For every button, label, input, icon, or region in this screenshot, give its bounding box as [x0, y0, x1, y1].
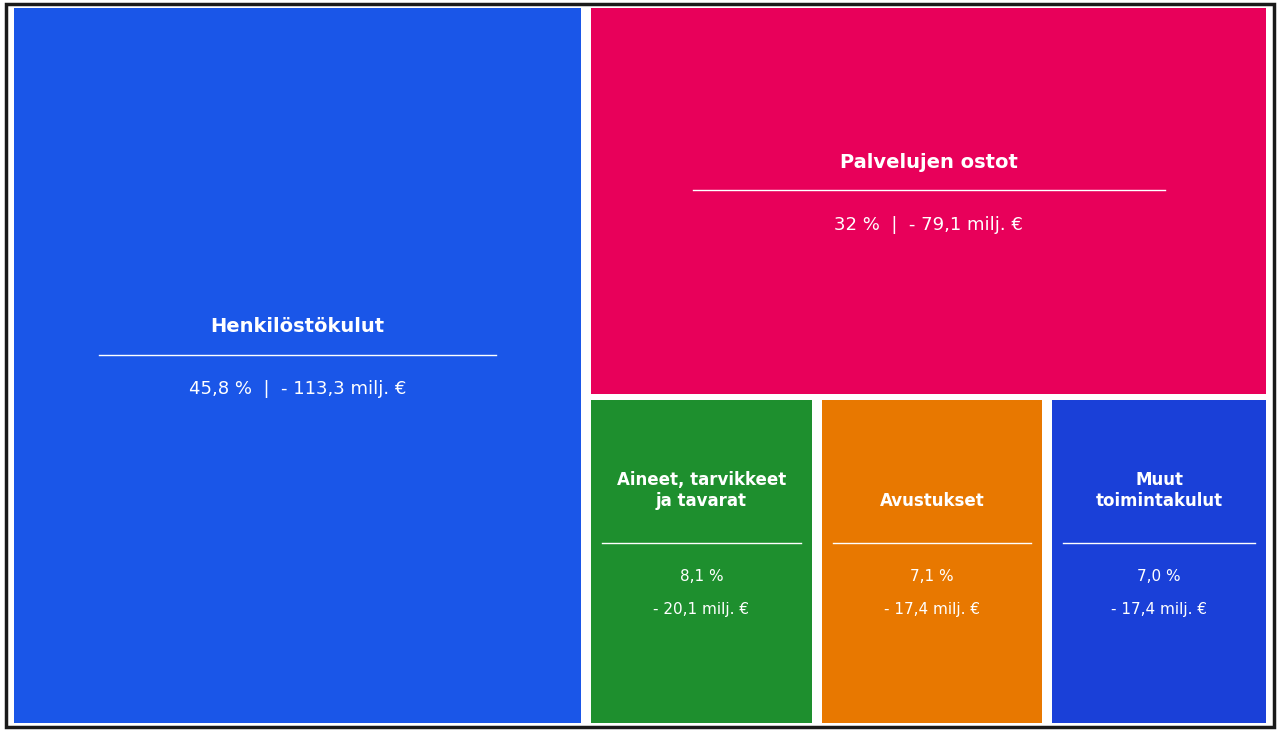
Bar [591, 8, 1266, 394]
Bar [822, 400, 1042, 723]
Bar [14, 8, 581, 723]
Text: Aineet, tarvikkeet
ja tavarat: Aineet, tarvikkeet ja tavarat [617, 471, 786, 510]
Text: 7,0 %: 7,0 % [1137, 569, 1181, 584]
Text: - 17,4 milj. €: - 17,4 milj. € [1111, 602, 1207, 617]
Bar [591, 400, 812, 723]
Text: 32 %  |  - 79,1 milj. €: 32 % | - 79,1 milj. € [835, 216, 1023, 234]
Text: Avustukset: Avustukset [879, 492, 984, 510]
Text: Muut
toimintakulut: Muut toimintakulut [1096, 471, 1222, 510]
Bar [1052, 400, 1266, 723]
Text: 8,1 %: 8,1 % [680, 569, 723, 584]
Text: - 20,1 milj. €: - 20,1 milj. € [654, 602, 750, 617]
Text: 45,8 %  |  - 113,3 milj. €: 45,8 % | - 113,3 milj. € [189, 380, 406, 398]
Text: - 17,4 milj. €: - 17,4 milj. € [883, 602, 980, 617]
Text: Henkilöstökulut: Henkilöstökulut [210, 317, 385, 336]
Text: Palvelujen ostot: Palvelujen ostot [840, 153, 1018, 172]
Text: 7,1 %: 7,1 % [910, 569, 954, 584]
